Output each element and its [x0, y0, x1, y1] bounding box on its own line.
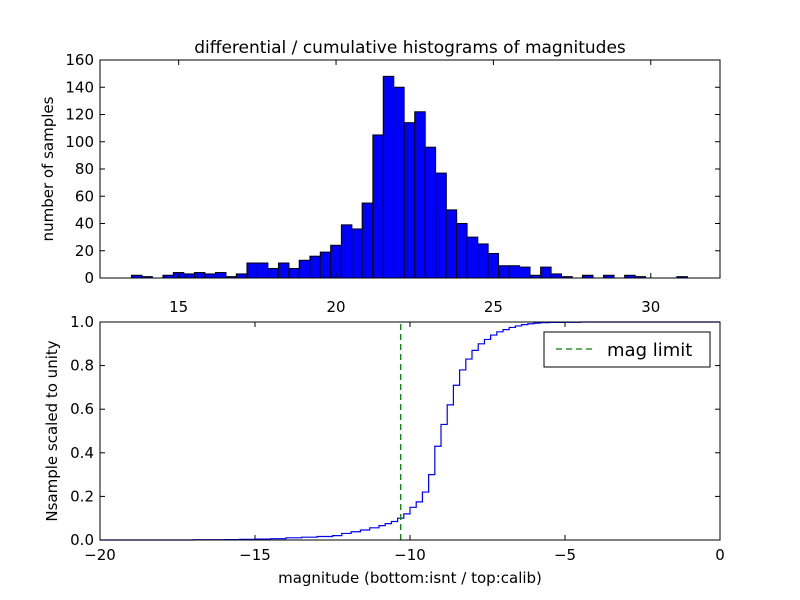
x-tick-label: −20	[84, 546, 116, 564]
cumulative-step-line	[100, 321, 720, 541]
top-y-ticks: 0 20 40 60 80 100 120 140 160	[65, 51, 720, 287]
bottom-y-ticks: 0.0 0.2 0.4 0.6 0.8 1.0	[70, 313, 720, 549]
histogram-bar	[540, 266, 552, 279]
histogram-bar	[435, 172, 447, 279]
x-tick-label: 20	[326, 298, 345, 316]
histogram-bar	[372, 134, 384, 279]
legend-label: mag limit	[607, 340, 692, 361]
histogram-bar	[403, 122, 416, 279]
x-tick-label: 25	[484, 298, 503, 316]
y-tick-label: 40	[75, 215, 94, 233]
histogram-bar	[193, 272, 206, 279]
histogram-bar	[508, 265, 521, 279]
top-histogram-panel: 0 20 40 60 80 100 120 140 160 15 20 25 30 number of…	[39, 51, 721, 316]
histogram-bar	[204, 273, 216, 279]
histogram-bar	[277, 262, 290, 279]
histogram-bar	[466, 236, 479, 279]
histogram-bar	[288, 267, 300, 279]
histogram-bar	[215, 272, 227, 279]
histogram-bars	[130, 75, 688, 279]
legend: mag limit	[543, 331, 711, 368]
histogram-bar	[361, 202, 374, 279]
top-x-ticks: 15 20 25 30	[169, 60, 660, 316]
histogram-bar	[456, 223, 468, 279]
histogram-bar	[393, 86, 405, 279]
histogram-bar	[498, 265, 510, 279]
histogram-bar	[319, 251, 332, 279]
top-y-axis-label: number of samples	[39, 96, 57, 241]
y-tick-label: 160	[65, 51, 94, 69]
x-tick-label: −15	[239, 546, 271, 564]
y-tick-label: 0.2	[70, 487, 94, 505]
y-tick-label: 0.0	[70, 531, 94, 549]
histogram-bar	[183, 273, 196, 279]
y-tick-label: 1.0	[70, 313, 94, 331]
bottom-x-axis-label: magnitude (bottom:isnt / top:calib)	[278, 569, 542, 587]
y-tick-label: 0.6	[70, 400, 94, 418]
bottom-cumulative-panel: 0.0 0.2 0.4 0.6 0.8 1.0 −20 −15 −10 −5 0 magnitud…	[43, 313, 725, 587]
x-tick-label: −10	[394, 546, 426, 564]
chart-title: differential / cumulative histograms of …	[194, 38, 626, 58]
histogram-bar	[477, 243, 489, 279]
histogram-bar	[519, 266, 531, 279]
histogram-bar	[298, 259, 311, 279]
x-tick-label: 30	[641, 298, 660, 316]
x-tick-label: 0	[715, 546, 725, 564]
y-tick-label: 60	[75, 187, 94, 205]
x-tick-label: 15	[169, 298, 188, 316]
histogram-bar	[424, 146, 437, 279]
y-tick-label: 120	[65, 106, 94, 124]
histogram-bar	[256, 262, 269, 279]
histogram-bar	[309, 255, 321, 279]
histogram-bar	[445, 209, 458, 279]
bottom-y-axis-label: Nsample scaled to unity	[43, 340, 61, 521]
x-tick-label: −5	[554, 546, 576, 564]
y-tick-label: 80	[75, 160, 94, 178]
histogram-bar	[351, 228, 363, 279]
histogram-bar	[414, 111, 426, 279]
histogram-bar	[246, 262, 258, 279]
y-tick-label: 140	[65, 78, 94, 96]
histogram-bar	[340, 224, 353, 279]
y-tick-label: 100	[65, 133, 94, 151]
y-tick-label: 0.8	[70, 357, 94, 375]
histogram-bar	[382, 75, 395, 279]
histogram-bar	[550, 273, 562, 279]
histogram-bar	[235, 273, 248, 279]
y-tick-label: 0	[84, 269, 94, 287]
y-tick-label: 0.4	[70, 444, 94, 462]
y-tick-label: 20	[75, 242, 94, 260]
bottom-x-ticks: −20 −15 −10 −5 0	[84, 322, 725, 564]
histogram-bar	[267, 267, 279, 279]
